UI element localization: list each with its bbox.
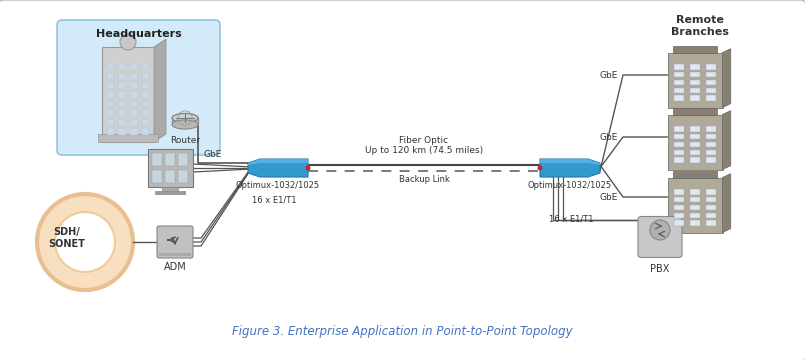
Bar	[106, 73, 114, 80]
Bar	[118, 64, 126, 71]
Bar	[706, 197, 716, 202]
Bar	[162, 187, 178, 192]
Bar	[155, 191, 185, 194]
FancyBboxPatch shape	[157, 226, 193, 258]
Bar	[674, 212, 683, 218]
Bar	[674, 142, 683, 147]
Bar	[674, 126, 683, 132]
Polygon shape	[540, 159, 600, 177]
Bar	[690, 64, 700, 69]
Bar	[130, 110, 138, 116]
Polygon shape	[673, 108, 717, 114]
Bar	[130, 91, 138, 98]
Bar	[142, 100, 150, 107]
Bar	[106, 82, 114, 89]
Polygon shape	[248, 159, 308, 177]
Text: Backup Link: Backup Link	[398, 175, 449, 184]
Bar	[706, 95, 716, 101]
Bar	[142, 73, 150, 80]
Bar	[706, 64, 716, 69]
Bar	[674, 157, 683, 163]
Text: ADM: ADM	[163, 262, 187, 272]
Bar	[118, 91, 126, 98]
Bar	[164, 153, 175, 166]
Bar	[674, 87, 683, 93]
Text: Headquarters: Headquarters	[96, 29, 181, 39]
Bar	[706, 220, 716, 226]
Bar	[118, 100, 126, 107]
Bar	[674, 72, 683, 77]
Bar	[151, 153, 162, 166]
Polygon shape	[667, 114, 723, 170]
Bar	[690, 87, 700, 93]
Bar	[706, 72, 716, 77]
Bar	[118, 110, 126, 116]
Text: GbE: GbE	[600, 132, 618, 141]
Bar	[177, 170, 188, 183]
Bar	[172, 118, 198, 125]
Bar	[706, 205, 716, 210]
Bar	[674, 220, 683, 226]
Bar	[690, 212, 700, 218]
Circle shape	[120, 34, 136, 50]
Bar	[142, 64, 150, 71]
Circle shape	[650, 220, 670, 240]
Bar	[106, 110, 114, 116]
Bar	[164, 170, 175, 183]
Bar	[142, 110, 150, 116]
Bar	[690, 126, 700, 132]
Ellipse shape	[172, 120, 198, 129]
Polygon shape	[667, 53, 723, 108]
Bar	[177, 153, 188, 166]
Text: PBX: PBX	[650, 264, 670, 274]
Text: SDH/
SONET: SDH/ SONET	[48, 227, 85, 249]
Bar	[674, 189, 683, 195]
Bar	[706, 80, 716, 85]
Bar	[147, 149, 192, 187]
Circle shape	[37, 194, 133, 290]
Bar	[690, 134, 700, 139]
Bar	[118, 119, 126, 126]
Bar	[690, 189, 700, 195]
Bar	[106, 64, 114, 71]
Bar	[118, 128, 126, 135]
Bar	[674, 197, 683, 202]
Bar	[130, 128, 138, 135]
Bar	[674, 80, 683, 85]
Bar	[130, 119, 138, 126]
Bar	[142, 82, 150, 89]
Bar	[706, 134, 716, 139]
Bar	[142, 128, 150, 135]
Bar	[706, 157, 716, 163]
Bar	[706, 126, 716, 132]
Bar	[106, 119, 114, 126]
Bar	[130, 64, 138, 71]
Bar	[706, 142, 716, 147]
Polygon shape	[667, 177, 723, 233]
Bar	[706, 189, 716, 195]
Bar	[151, 170, 162, 183]
Polygon shape	[723, 174, 731, 233]
Bar	[674, 64, 683, 69]
Bar	[706, 87, 716, 93]
Bar	[674, 134, 683, 139]
Bar	[106, 91, 114, 98]
FancyBboxPatch shape	[57, 20, 220, 155]
Polygon shape	[248, 159, 308, 165]
Bar	[118, 73, 126, 80]
Text: Fiber Optic
Up to 120 km (74.5 miles): Fiber Optic Up to 120 km (74.5 miles)	[365, 136, 483, 155]
Bar	[130, 82, 138, 89]
Bar	[690, 80, 700, 85]
Polygon shape	[723, 111, 731, 170]
Polygon shape	[723, 49, 731, 108]
Bar	[690, 95, 700, 101]
Text: Optimux-1032/1025: Optimux-1032/1025	[236, 181, 320, 190]
Bar	[159, 253, 191, 256]
Ellipse shape	[172, 113, 198, 122]
Bar	[706, 149, 716, 155]
Polygon shape	[154, 39, 166, 142]
Text: Optimux-1032/1025: Optimux-1032/1025	[528, 181, 612, 190]
Text: 16 x E1/T1: 16 x E1/T1	[549, 214, 593, 223]
Circle shape	[538, 166, 543, 171]
